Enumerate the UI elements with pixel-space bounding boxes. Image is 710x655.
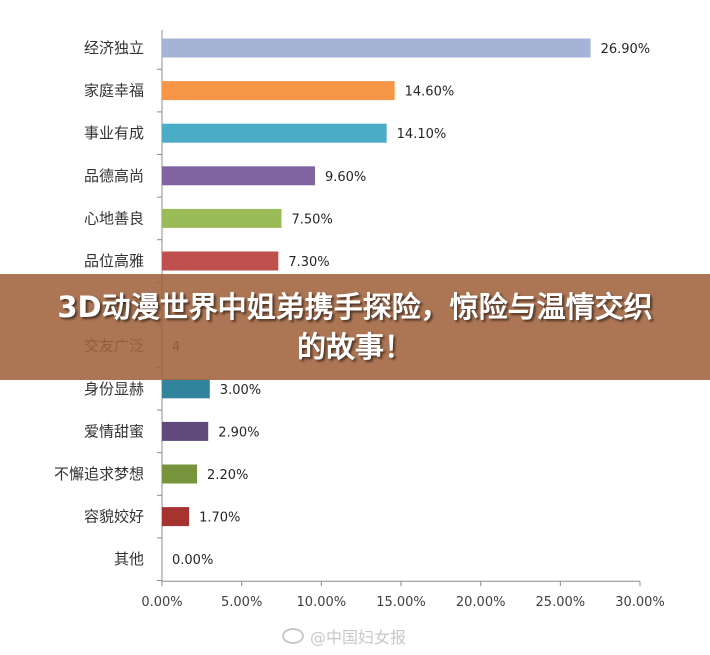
bar <box>162 123 387 143</box>
bar <box>162 464 198 484</box>
category-label: 不懈追求梦想 <box>54 465 144 483</box>
value-label: 14.60% <box>405 85 455 100</box>
category-label: 心地善良 <box>84 209 144 227</box>
bar <box>162 251 279 271</box>
bar <box>162 166 315 186</box>
category-label: 爱情甜蜜 <box>84 422 144 440</box>
value-label: 9.60% <box>325 170 366 185</box>
value-label: 1.70% <box>199 511 240 526</box>
category-label: 家庭幸福 <box>84 82 144 100</box>
category-label: 其他 <box>114 550 144 568</box>
bar <box>162 38 591 58</box>
value-label: 2.90% <box>218 425 259 440</box>
bar <box>162 208 282 228</box>
value-label: 7.50% <box>292 212 333 227</box>
x-tick-label: 20.00% <box>456 595 506 610</box>
value-label: 3.00% <box>220 383 261 398</box>
watermark-text: @中国妇女报 <box>310 628 407 647</box>
x-tick-label: 15.00% <box>376 595 426 610</box>
banner-title: 3D动漫世界中姐弟携手探险，惊险与温情交织的故事！ <box>57 290 653 364</box>
category-label: 事业有成 <box>84 124 144 142</box>
category-label: 品位高雅 <box>84 252 144 270</box>
x-tick-label: 10.00% <box>297 595 347 610</box>
value-label: 7.30% <box>288 255 329 270</box>
bar <box>162 81 395 101</box>
category-label: 身份显赫 <box>84 380 144 398</box>
bar <box>162 421 209 441</box>
category-label: 品德高尚 <box>84 167 144 185</box>
x-tick-label: 25.00% <box>536 595 586 610</box>
bar <box>162 379 210 399</box>
category-label: 容貌姣好 <box>84 508 144 526</box>
x-tick-label: 30.00% <box>615 595 665 610</box>
value-label: 26.90% <box>601 42 651 57</box>
x-tick-label: 0.00% <box>141 595 182 610</box>
bar <box>162 507 190 527</box>
category-label: 经济独立 <box>84 39 144 57</box>
title-banner: 3D动漫世界中姐弟携手探险，惊险与温情交织的故事！ <box>0 274 710 380</box>
weibo-icon <box>282 628 304 644</box>
watermark: @中国妇女报 <box>282 624 406 648</box>
x-tick-label: 5.00% <box>221 595 262 610</box>
value-label: 14.10% <box>397 127 447 142</box>
value-label: 2.20% <box>207 468 248 483</box>
value-label: 0.00% <box>172 553 213 568</box>
